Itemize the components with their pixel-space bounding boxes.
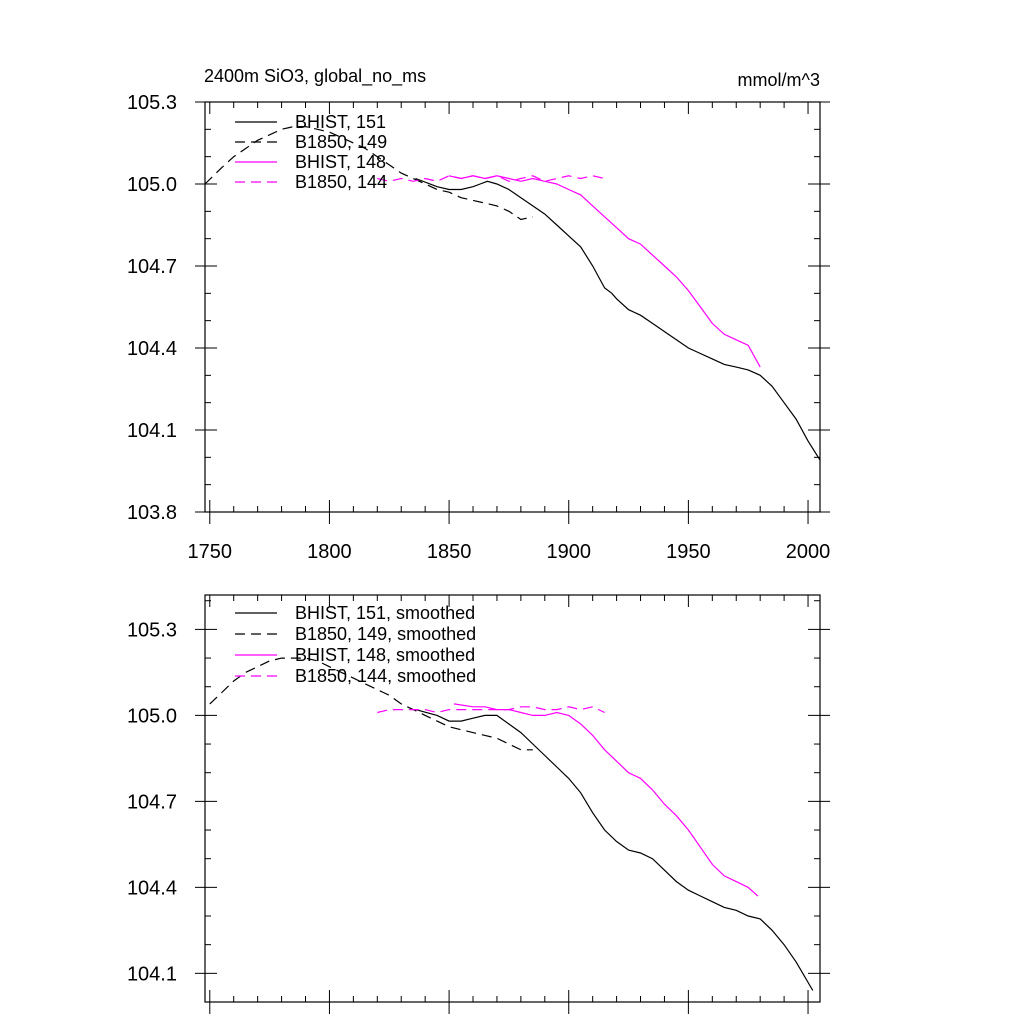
series-line-2 [204,125,533,221]
series-line-4 [377,706,605,714]
x-tick-label: 1900 [546,541,591,563]
x-tick-label: 1950 [666,541,711,563]
legend-entry: B1850, 149 [295,132,387,152]
y-tick-label: 104.4 [127,338,177,360]
x-tick-label: 1800 [307,541,352,563]
y-tick-label: 105.0 [127,705,177,727]
series-line-1 [415,709,814,991]
legend-entry: B1850, 144 [295,172,387,192]
units-label: mmol/m^3 [738,70,820,90]
plot-frame [204,594,821,1003]
plot-frame [204,101,821,513]
legend-entry: BHIST, 148 [295,152,386,172]
y-tick-label: 105.0 [127,174,177,196]
legend-entry: BHIST, 148, smoothed [295,645,475,665]
y-tick-label: 104.4 [127,877,177,899]
legend-entry: B1850, 149, smoothed [295,624,476,644]
y-tick-label: 104.7 [127,791,177,813]
series-line-1 [415,177,821,461]
x-tick-label: 1850 [427,541,472,563]
chart-title: 2400m SiO3, global_no_ms [204,66,426,87]
y-tick-label: 105.3 [127,92,177,114]
y-tick-label: 104.1 [127,963,177,985]
series-line-2 [209,657,533,751]
y-tick-label: 104.7 [127,256,177,278]
series-line-3 [448,175,761,368]
axis-ticks: 1750 1800 1850 1900 1950 2000 103.8 104.1 104.4 1… [127,92,830,563]
legend-entry: BHIST, 151 [295,112,386,132]
x-tick-label: 1750 [188,541,233,563]
series-group [209,657,814,991]
x-tick-label: 2000 [786,541,831,563]
series-line-3 [453,703,759,897]
series-group [204,125,821,461]
y-tick-label: 103.8 [127,502,177,524]
y-tick-label: 105.3 [127,619,177,641]
legend-entry: B1850, 144, smoothed [295,666,476,686]
bottom-panel: 104.1 104.4 104.7 105.0 105.3 BHIST, 151, sm… [127,594,830,1014]
y-tick-label: 104.1 [127,420,177,442]
series-line-4 [377,175,605,182]
top-panel: 2400m SiO3, global_no_ms mmol/m^3 1750 18… [127,66,830,563]
axis-ticks: 104.1 104.4 104.7 105.0 105.3 [127,595,830,1014]
legend-entry: BHIST, 151, smoothed [295,603,475,623]
